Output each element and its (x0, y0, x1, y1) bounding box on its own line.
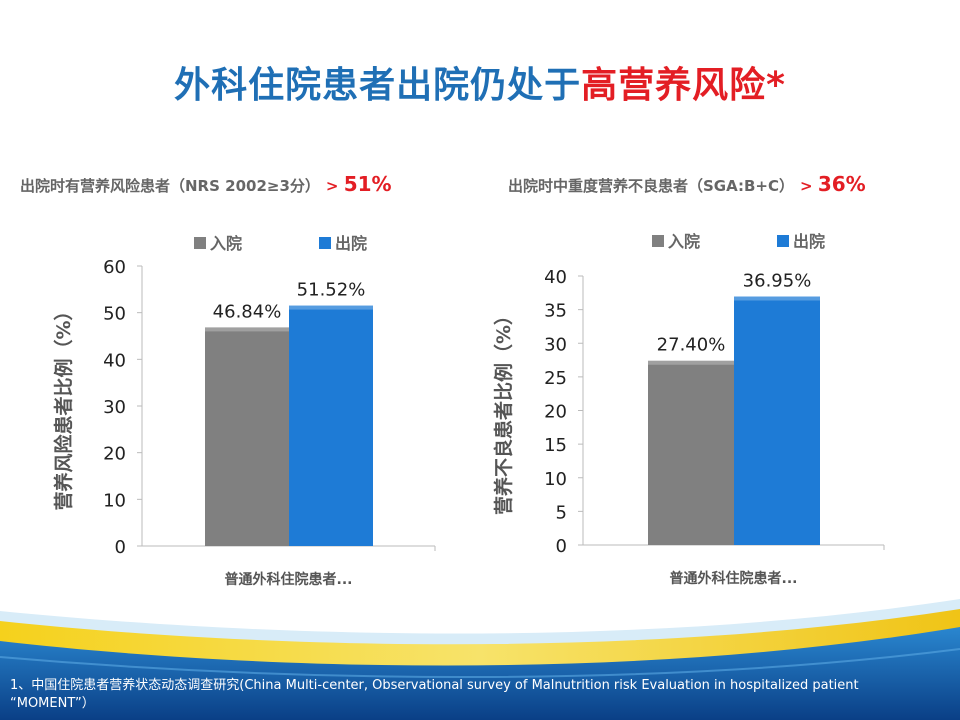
chart2-y-tick-label-4: 20 (544, 402, 567, 423)
chart1-y-tick-label-2: 20 (103, 444, 126, 465)
chart2-bar-0 (648, 360, 734, 545)
chart2-y-tick-label-0: 0 (556, 536, 567, 557)
chart1-x-category-label: 普通外科住院患者... (225, 571, 353, 588)
chart1-subtitle: 出院时有营养风险患者（NRS 2002≥3分） > 51% (20, 172, 392, 196)
chart-sga-malnutrition: 入院 出院 0 5 10 15 20 25 30 35 40 营养不良患者比例（%） 27.40% 36.… (492, 232, 885, 587)
chart2-y-tick-label-2: 10 (544, 469, 567, 490)
chart2-subtitle-gt: > (800, 177, 813, 195)
chart2-subtitle: 出院时中重度营养不良患者（SGA:B+C） > 36% (508, 172, 866, 196)
chart2-y-tick-label-7: 35 (544, 301, 567, 322)
chart1-y-tick-label-6: 60 (103, 257, 126, 278)
chart2-legend-swatch-0 (652, 235, 664, 247)
chart1-subtitle-value: 51% (343, 172, 392, 196)
chart2-y-tick-label-6: 30 (544, 334, 567, 355)
footer-banner (0, 599, 960, 720)
chart1-bar-0 (205, 327, 289, 546)
chart2-y-axis-label: 营养不良患者比例（%） (492, 306, 515, 515)
chart2-bar-top-0 (648, 360, 734, 365)
chart1-y-axis-label: 营养风险患者比例（%） (52, 301, 75, 510)
chart2-bar-1 (734, 296, 820, 545)
chart-nrs-risk: 入院 出院 0 10 20 30 40 50 60 营养风险患者比例（%） 46.84% 51.52%… (52, 234, 436, 588)
chart1-legend-label-1: 出院 (335, 234, 367, 253)
chart1-y-tick-label-5: 50 (103, 304, 126, 325)
title-highlight: 高营养风险* (581, 65, 786, 106)
chart1-bar-top-0 (205, 327, 289, 332)
chart1-subtitle-gt: > (325, 177, 339, 195)
chart2-legend-label-0: 入院 (668, 232, 700, 251)
chart1-data-label-0: 46.84% (213, 301, 282, 322)
chart1-y-tick-label-1: 10 (103, 490, 126, 511)
chart2-legend-label-1: 出院 (793, 232, 825, 251)
title-main: 外科住院患者出院仍处于 (174, 65, 582, 106)
chart2-bar-top-1 (734, 296, 820, 301)
page-title: 外科住院患者出院仍处于高营养风险* (0, 56, 960, 108)
chart2-data-label-1: 36.95% (743, 271, 812, 292)
chart2-legend-swatch-1 (777, 235, 789, 247)
chart2-subtitle-text: 出院时中重度营养不良患者（SGA:B+C） (508, 177, 795, 195)
chart2-y-tick-label-3: 15 (544, 435, 567, 456)
chart2-y-tick-label-5: 25 (544, 368, 567, 389)
chart2-data-label-0: 27.40% (657, 335, 726, 356)
chart2-y-tick-label-1: 5 (556, 502, 567, 523)
chart1-y-tick-label-0: 0 (115, 537, 126, 558)
chart1-y-tick-label-4: 40 (103, 350, 126, 371)
chart1-bar-1 (289, 305, 373, 546)
chart1-bar-top-1 (289, 305, 373, 310)
chart2-y-tick-label-8: 40 (544, 267, 567, 288)
chart1-data-label-1: 51.52% (297, 280, 366, 301)
chart1-y-tick-label-3: 30 (103, 397, 126, 418)
chart1-legend-label-0: 入院 (210, 234, 242, 253)
chart1-legend-swatch-1 (319, 237, 331, 249)
chart1-subtitle-text: 出院时有营养风险患者（NRS 2002≥3分） (20, 177, 320, 195)
footnote: 1、中国住院患者营养状态动态调查研究(China Multi-center, O… (10, 678, 859, 711)
chart1-legend-swatch-0 (194, 237, 206, 249)
chart2-subtitle-value: 36% (817, 172, 866, 196)
chart2-x-category-label: 普通外科住院患者... (670, 570, 798, 587)
